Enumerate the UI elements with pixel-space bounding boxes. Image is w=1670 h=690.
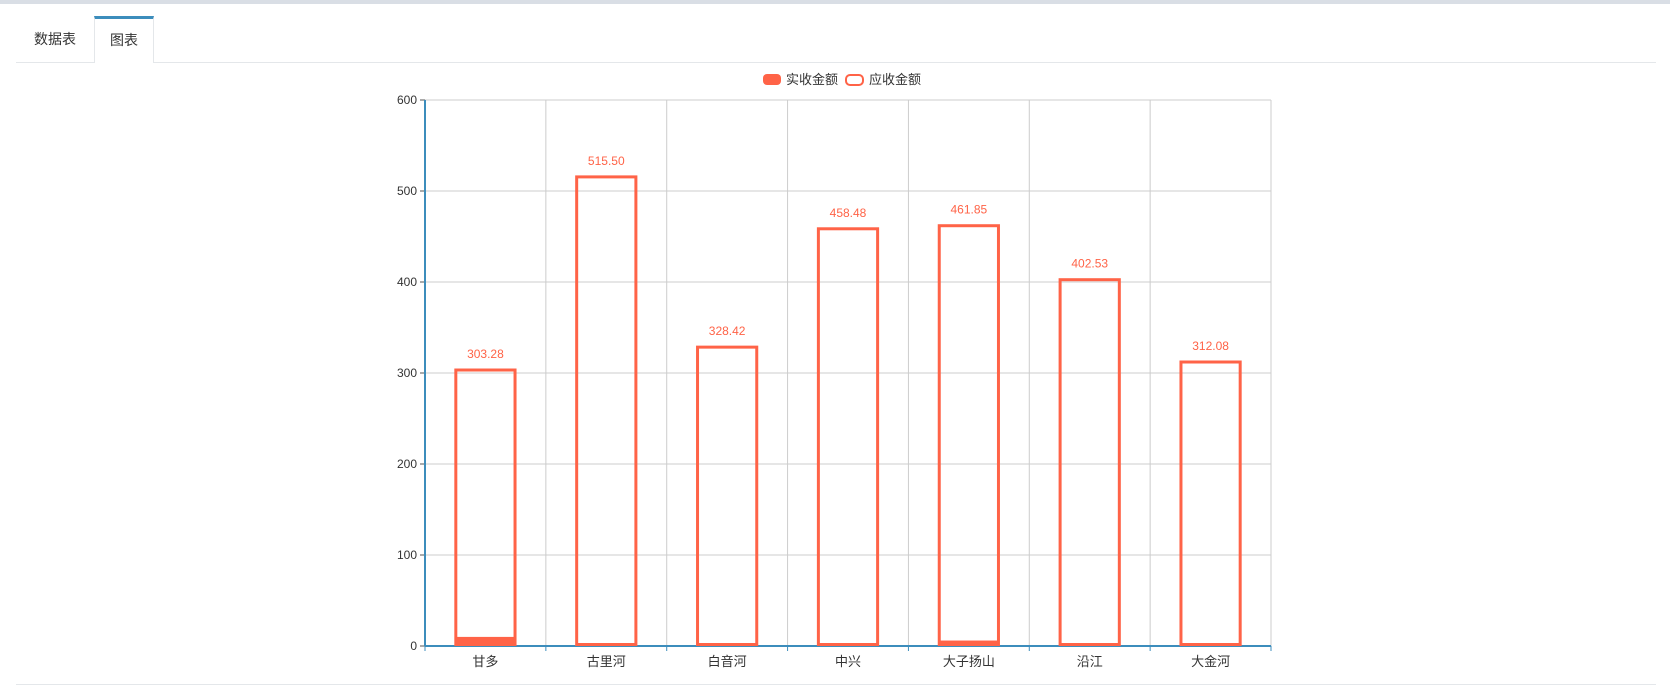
- bar-receivable[interactable]: [937, 224, 1000, 647]
- x-tick-label: 大子扬山: [943, 654, 995, 669]
- tab-chart[interactable]: 图表: [94, 16, 154, 63]
- y-tick-label: 600: [397, 93, 417, 107]
- bar-received[interactable]: [697, 643, 757, 645]
- y-tick-label: 200: [397, 457, 417, 471]
- bar-receivable[interactable]: [575, 175, 638, 647]
- data-label: 458.48: [830, 206, 867, 220]
- data-label: 312.08: [1192, 339, 1229, 353]
- bar-received[interactable]: [1060, 644, 1120, 645]
- tab-bar: 数据表 图表: [16, 16, 1656, 63]
- y-tick-label: 300: [397, 366, 417, 380]
- data-label: 402.53: [1071, 257, 1108, 271]
- chart-area: 0 100 200 300 400 500 600 303.28 甘多 515.50 古里河 328.…: [16, 62, 1656, 685]
- bar-receivable[interactable]: [816, 227, 880, 646]
- x-tick-label: 白音河: [708, 654, 747, 669]
- bar-receivable[interactable]: [454, 368, 517, 646]
- legend-label-receivable[interactable]: 应收金额: [869, 72, 921, 87]
- tab-data-table[interactable]: 数据表: [34, 31, 76, 47]
- x-tick-label: 沿江: [1077, 654, 1103, 669]
- bar-received[interactable]: [939, 640, 999, 645]
- legend-swatch-receivable[interactable]: [845, 74, 864, 86]
- data-label: 461.85: [951, 203, 988, 217]
- bar-receivable[interactable]: [1058, 278, 1121, 646]
- bar-received[interactable]: [455, 636, 516, 645]
- bar-receivable[interactable]: [1179, 360, 1242, 646]
- x-tick-label: 甘多: [472, 654, 498, 669]
- y-tick-label: 100: [397, 548, 417, 562]
- data-label: 303.28: [467, 347, 504, 361]
- bar-receivable[interactable]: [696, 345, 759, 646]
- data-label: 515.50: [588, 154, 625, 168]
- bar-received[interactable]: [1180, 643, 1241, 645]
- bar-received[interactable]: [576, 643, 636, 645]
- bar-received[interactable]: [818, 643, 878, 645]
- bar-chart: 0 100 200 300 400 500 600 303.28 甘多 515.50 古里河 328.…: [397, 72, 1272, 669]
- legend-swatch-received[interactable]: [763, 74, 781, 85]
- legend-label-received[interactable]: 实收金额: [786, 72, 838, 87]
- y-tick-label: 500: [397, 184, 417, 198]
- data-label: 328.42: [709, 324, 746, 338]
- y-tick-label: 0: [410, 639, 417, 653]
- x-tick-label: 中兴: [835, 654, 861, 669]
- y-tick-label: 400: [397, 275, 417, 289]
- x-tick-label: 大金河: [1191, 654, 1230, 669]
- x-tick-label: 古里河: [587, 654, 626, 669]
